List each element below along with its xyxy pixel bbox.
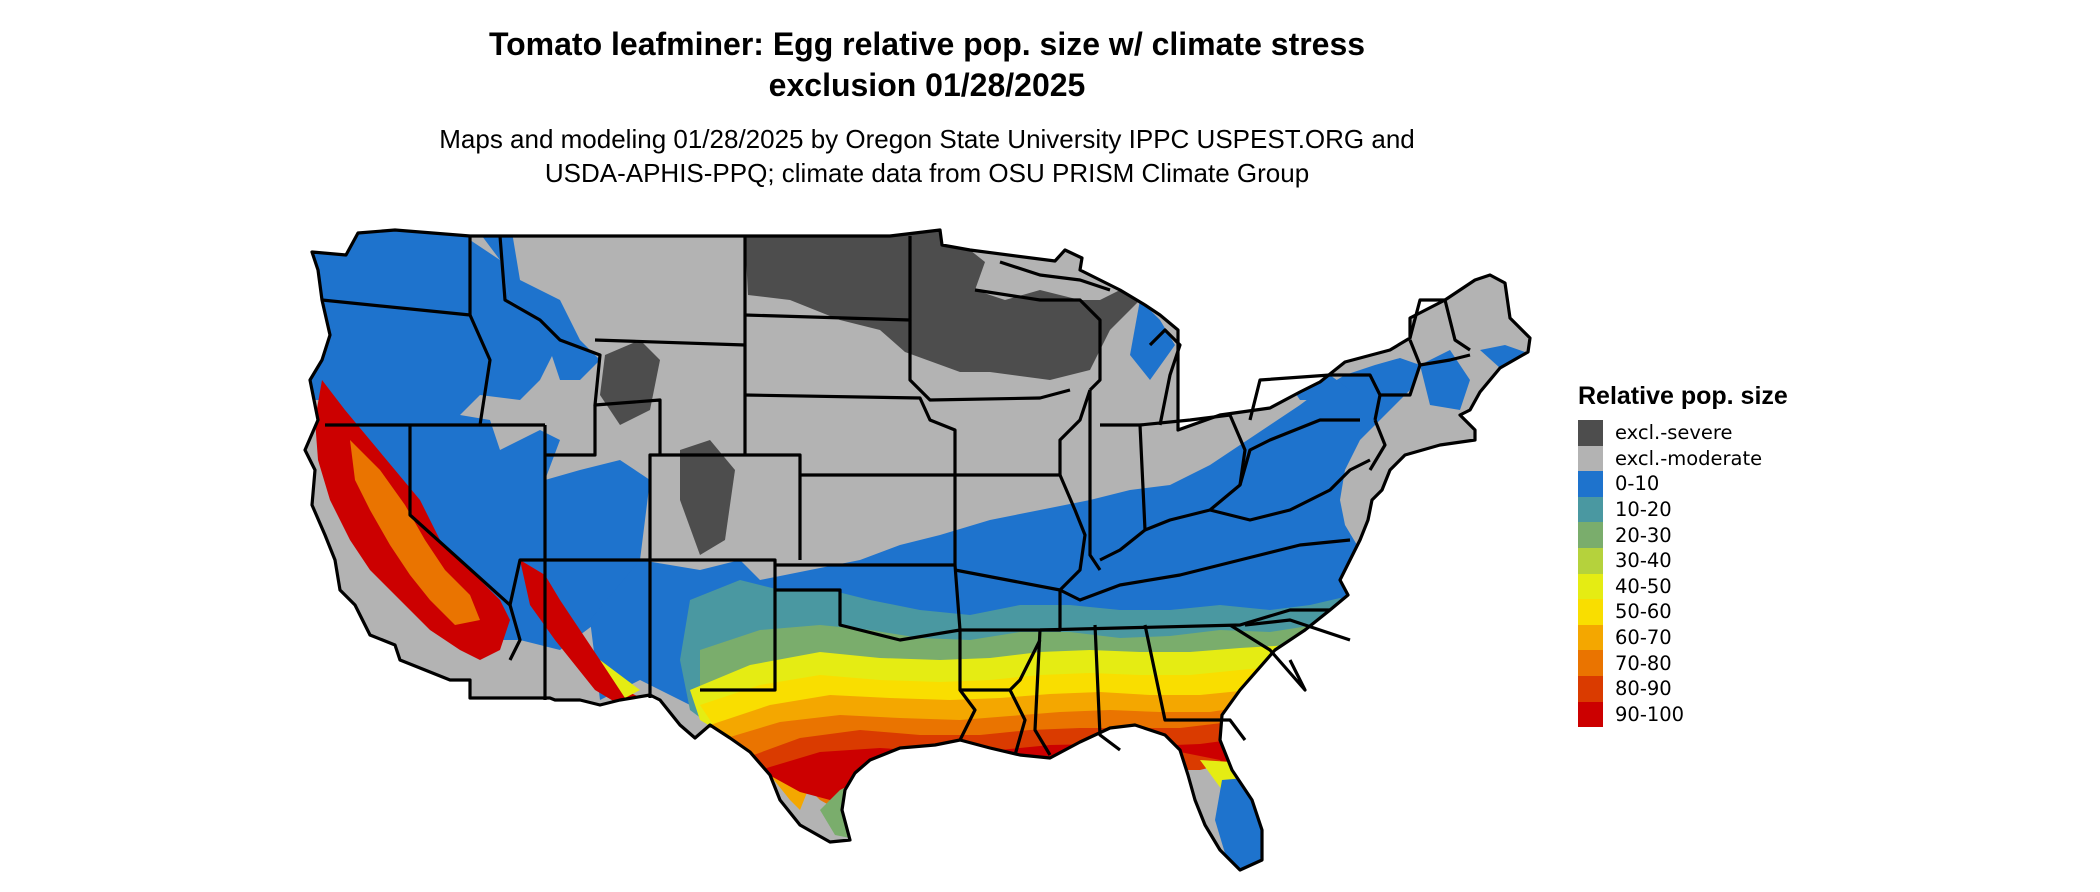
legend-item: 20-30 — [1578, 522, 1788, 548]
legend-label: 20-30 — [1615, 523, 1672, 547]
border-ia-mo — [955, 389, 1092, 477]
title-line-2: exclusion 01/28/2025 — [768, 67, 1086, 103]
legend-label: 0-10 — [1615, 472, 1660, 496]
legend-label: 90-100 — [1615, 702, 1685, 726]
border-id-wy-ut — [545, 405, 597, 457]
border-ut-co-az-nm — [545, 453, 802, 562]
legend-swatch — [1578, 624, 1603, 651]
us-relative-population-map — [303, 228, 1532, 872]
border-ms — [1033, 629, 1052, 756]
border-or-id — [468, 314, 545, 427]
zone-70-80-california — [350, 440, 480, 625]
subtitle-line-2: USDA-APHIS-PPQ; climate data from OSU PR… — [544, 158, 1310, 188]
border-tn-south — [1039, 608, 1330, 632]
legend-label: 10-20 — [1615, 498, 1672, 522]
border-mn-ia — [908, 320, 1071, 402]
legend-item: 0-10 — [1578, 471, 1788, 497]
border-ny-ne — [1380, 339, 1422, 397]
border-wi-mn — [974, 288, 1102, 392]
border-ks-ok — [775, 563, 962, 631]
zone-20-30 — [700, 620, 1340, 735]
border-mo-il — [954, 474, 1087, 592]
legend-swatch — [1578, 701, 1603, 728]
legend-label: excl.-severe — [1615, 421, 1733, 445]
zone-excl-severe-north — [745, 230, 1140, 380]
border-ma — [1419, 353, 1471, 367]
zone-40-50 — [690, 640, 1320, 745]
map-fill-zones — [305, 230, 1530, 870]
legend-item: excl.-moderate — [1578, 445, 1788, 472]
border-nj — [1368, 419, 1387, 471]
legend-swatch — [1578, 573, 1603, 600]
border-ok-tx-ar — [775, 588, 977, 741]
zone-0-10-michigan — [1130, 300, 1175, 380]
border-ga-sc — [1229, 623, 1307, 692]
legend-item: 10-20 — [1578, 496, 1788, 523]
title-line-1: Tomato leafminer: Egg relative pop. size… — [488, 26, 1366, 62]
border-il-in — [1088, 390, 1102, 571]
border-wv-va — [1209, 458, 1371, 522]
legend-swatch — [1578, 445, 1603, 472]
zone-40-50-arizona — [600, 660, 640, 698]
legend-item: 60-70 — [1578, 624, 1788, 651]
legend-label: 40-50 — [1615, 574, 1672, 598]
subtitle-line-1: Maps and modeling 01/28/2025 by Oregon S… — [439, 124, 1415, 154]
legend-title: Relative pop. size — [1578, 382, 1788, 410]
legend-item: 30-40 — [1578, 547, 1788, 574]
us-outline — [303, 228, 1532, 872]
map-title: Tomato leafminer: Egg relative pop. size… — [0, 24, 1854, 106]
border-pa-md — [1238, 418, 1360, 486]
zone-90-100-arizona — [520, 560, 645, 705]
border-ar-ms — [1008, 639, 1042, 692]
zone-excl-severe-colorado — [680, 440, 735, 555]
legend-swatch — [1578, 420, 1603, 446]
border-nv-ut-az — [508, 425, 547, 606]
legend-label: 70-80 — [1615, 651, 1672, 675]
legend-swatch — [1578, 547, 1603, 574]
legend-item: 90-100 — [1578, 701, 1788, 728]
border-ms-al — [1093, 624, 1121, 752]
legend-swatch — [1578, 471, 1603, 497]
border-vt-nh — [1408, 298, 1471, 352]
zone-0-10-florida — [1215, 778, 1262, 870]
legend-swatch — [1578, 496, 1603, 523]
legend: Relative pop. size excl.-severe excl.-mo… — [1578, 382, 1788, 728]
border-al-ga — [1143, 624, 1247, 741]
legend-swatch — [1578, 599, 1603, 625]
legend-items: excl.-severe excl.-moderate 0-10 10-20 2… — [1578, 420, 1788, 728]
border-mi-lower — [1148, 328, 1182, 426]
border-nm-tx — [650, 558, 777, 692]
legend-item: excl.-severe — [1578, 420, 1788, 446]
border-sd-ne — [744, 393, 957, 475]
legend-swatch — [1578, 522, 1603, 548]
border-la — [960, 688, 1027, 756]
legend-item: 40-50 — [1578, 573, 1788, 600]
legend-swatch — [1578, 650, 1603, 676]
state-boundaries — [303, 228, 1532, 872]
legend-item: 70-80 — [1578, 650, 1788, 676]
legend-label: 30-40 — [1615, 549, 1672, 573]
legend-label: excl.-moderate — [1615, 446, 1763, 470]
zone-10-20-south-texas — [860, 812, 890, 850]
border-pa-ny — [1248, 373, 1382, 421]
border-sc-nc — [1244, 618, 1351, 642]
border-ky-tn — [1059, 538, 1351, 602]
legend-item: 50-60 — [1578, 599, 1788, 625]
border-oh — [1139, 413, 1247, 532]
legend-swatch — [1578, 675, 1603, 702]
legend-label: 50-60 — [1615, 600, 1672, 624]
zone-0-10-west — [305, 230, 650, 650]
map-subtitle: Maps and modeling 01/28/2025 by Oregon S… — [0, 122, 1854, 190]
legend-label: 80-90 — [1615, 677, 1672, 701]
zone-0-10-maine-coast — [1480, 345, 1525, 368]
legend-item: 80-90 — [1578, 675, 1788, 702]
border-id-mt-wy — [498, 235, 662, 455]
border-mi-upper — [999, 260, 1111, 292]
zone-10-20 — [680, 580, 1360, 725]
legend-label: 60-70 — [1615, 626, 1672, 650]
zone-0-10-new-england — [1420, 350, 1470, 410]
